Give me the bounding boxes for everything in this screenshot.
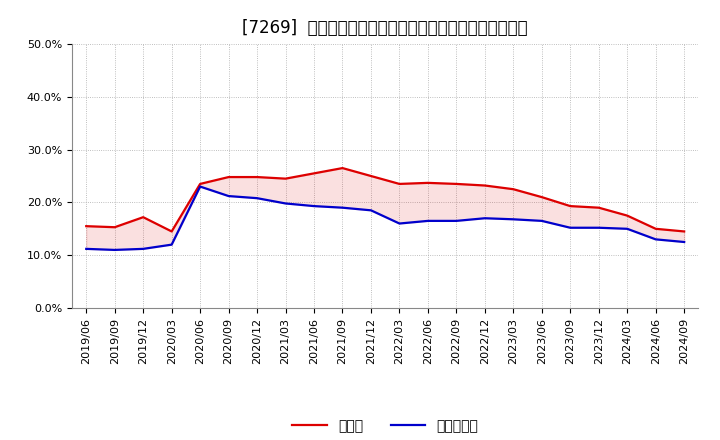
現頲金 (366, 173, 375, 179)
有利子負債 (595, 225, 603, 231)
有利子負債 (282, 201, 290, 206)
有利子負債 (82, 246, 91, 252)
Line: 有利子負債: 有利子負債 (86, 187, 684, 250)
現頲金 (509, 187, 518, 192)
有利子負債 (452, 218, 461, 224)
現頲金 (338, 165, 347, 171)
有利子負債 (537, 218, 546, 224)
有利子負債 (423, 218, 432, 224)
現頲金 (595, 205, 603, 210)
現頲金 (652, 226, 660, 231)
現頲金 (196, 181, 204, 187)
現頲金 (110, 224, 119, 230)
有利子負債 (652, 237, 660, 242)
Legend: 現頲金, 有利子負債: 現頲金, 有利子負債 (287, 413, 484, 438)
有利子負債 (139, 246, 148, 252)
現頲金 (167, 229, 176, 234)
有利子負債 (366, 208, 375, 213)
有利子負債 (167, 242, 176, 247)
有利子負債 (253, 195, 261, 201)
現頲金 (139, 215, 148, 220)
有利子負債 (338, 205, 347, 210)
有利子負債 (566, 225, 575, 231)
現頲金 (82, 224, 91, 229)
有利子負債 (680, 239, 688, 245)
現頲金 (282, 176, 290, 181)
有利子負債 (110, 247, 119, 253)
有利子負債 (509, 216, 518, 222)
現頲金 (623, 213, 631, 218)
現頲金 (680, 229, 688, 234)
有利子負債 (395, 221, 404, 226)
現頲金 (537, 194, 546, 200)
有利子負債 (480, 216, 489, 221)
有利子負債 (196, 184, 204, 189)
Title: [7269]  現頲金、有利子負債の総資産に対する比率の推移: [7269] 現頲金、有利子負債の総資産に対する比率の推移 (243, 19, 528, 37)
有利子負債 (623, 226, 631, 231)
現頲金 (225, 174, 233, 180)
現頲金 (423, 180, 432, 186)
有利子負債 (310, 203, 318, 209)
現頲金 (566, 203, 575, 209)
現頲金 (395, 181, 404, 187)
現頲金 (452, 181, 461, 187)
有利子負債 (225, 194, 233, 199)
現頲金 (480, 183, 489, 188)
Line: 現頲金: 現頲金 (86, 168, 684, 231)
現頲金 (253, 174, 261, 180)
現頲金 (310, 171, 318, 176)
